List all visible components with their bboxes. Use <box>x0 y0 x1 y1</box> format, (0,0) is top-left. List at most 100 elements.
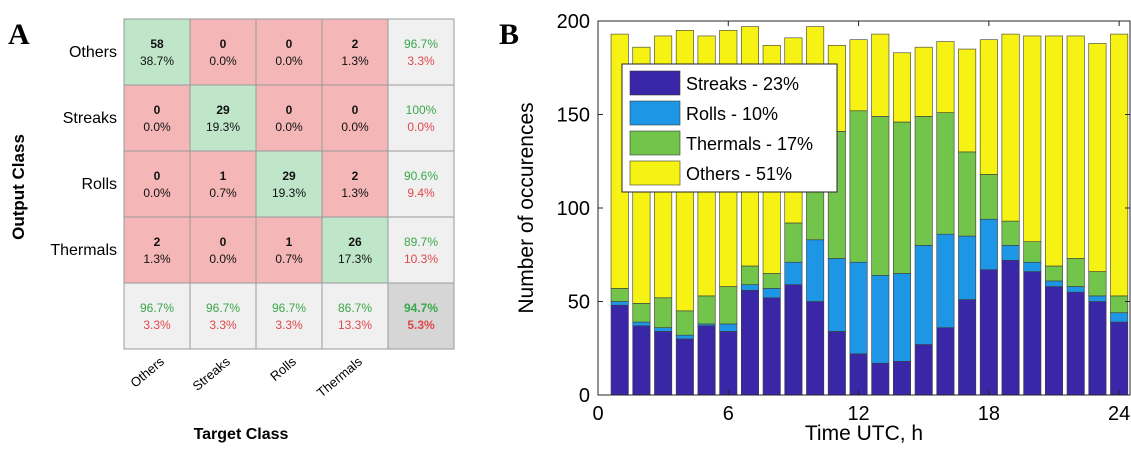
cm-cell-value: 2 <box>154 235 161 249</box>
bar-rolls <box>1023 261 1042 272</box>
target-class-label: Rolls <box>267 353 299 383</box>
legend-entry: Thermals - 17% <box>686 134 813 154</box>
cm-cell-percent: 17.3% <box>338 252 372 266</box>
cm-cell-value: 0 <box>220 37 227 51</box>
output-class-label: Others <box>69 44 117 61</box>
bar-streaks <box>654 331 673 396</box>
bar-rolls <box>719 323 738 332</box>
bar-streaks <box>1088 301 1107 396</box>
y-tick-label: 0 <box>579 385 590 407</box>
bar-others <box>1066 35 1085 259</box>
row-summary-cell-percent: 0.0% <box>407 120 435 134</box>
cm-cell: 0 0.0% <box>321 84 389 152</box>
cm-cell-value: 1 <box>286 235 293 249</box>
target-class-label: Others <box>127 353 167 390</box>
row-summary-cell: 100% 0.0% <box>387 84 455 152</box>
column-summary-cell-bg <box>189 282 257 350</box>
cm-cell-percent: 0.7% <box>209 186 237 200</box>
column-summary-cell-value: 96.7% <box>206 301 240 315</box>
bar-streaks <box>610 304 629 396</box>
bar-streaks <box>806 301 825 396</box>
cm-cell: 1 0.7% <box>189 150 257 218</box>
column-summary-cell: 96.7% 3.3% <box>123 282 191 350</box>
bar-thermals <box>1088 271 1107 297</box>
legend-entry: Streaks - 23% <box>686 74 799 94</box>
bar-thermals <box>914 116 933 246</box>
cm-cell-bg <box>189 18 257 86</box>
bar-streaks <box>827 331 846 396</box>
cm-cell-bg <box>321 216 389 284</box>
column-summary-cell-percent: 3.3% <box>143 318 171 332</box>
row-summary-cell-percent: 10.3% <box>404 252 438 266</box>
bar-others <box>1110 33 1129 297</box>
bar-streaks <box>697 325 716 396</box>
target-class-label: Thermals <box>314 353 366 400</box>
output-class-labels: Others Streaks Rolls Thermals <box>50 44 117 259</box>
confusion-matrix-panel: A 5838.7%00.0%00.0%21.3%96.7%3.3%00.0%29… <box>8 18 455 443</box>
bar-thermals <box>784 222 803 263</box>
cm-cell-bg <box>123 216 191 284</box>
bar-thermals <box>697 295 716 325</box>
y-tick-label: 100 <box>557 198 590 220</box>
column-summary-cell-value: 86.7% <box>338 301 372 315</box>
cm-cell-bg <box>255 150 323 218</box>
bar-rolls <box>914 245 933 345</box>
output-class-label: Rolls <box>81 176 117 193</box>
cm-cell-bg <box>255 18 323 86</box>
bar-thermals <box>936 112 955 235</box>
bar-thermals <box>654 297 673 328</box>
cm-cell-value: 0 <box>220 235 227 249</box>
legend-swatch <box>629 160 681 186</box>
bar-rolls <box>958 235 977 300</box>
bar-streaks <box>1023 271 1042 396</box>
bar-others <box>979 39 998 175</box>
row-summary-cell-bg <box>387 18 455 86</box>
cm-cell: 2 1.3% <box>123 216 191 284</box>
bar-thermals <box>871 116 890 276</box>
bar-thermals <box>958 151 977 237</box>
cm-cell: 29 19.3% <box>255 150 323 218</box>
bar-rolls <box>1110 312 1129 323</box>
cm-cell-percent: 19.3% <box>272 186 306 200</box>
x-tick-label: 18 <box>978 403 1000 425</box>
cm-cell-value: 0 <box>352 103 359 117</box>
overall-accuracy-cell: 94.7% 5.3% <box>387 282 455 350</box>
bar-rolls <box>784 261 803 285</box>
column-summary-cell: 86.7% 13.3% <box>321 282 389 350</box>
bar-rolls <box>893 273 911 362</box>
bar-rolls <box>1066 286 1085 293</box>
bar-streaks <box>958 299 977 396</box>
bar-others <box>893 52 911 123</box>
cm-cell-bg <box>321 150 389 218</box>
cm-cell: 1 0.7% <box>255 216 323 284</box>
bar-streaks <box>719 331 738 396</box>
cm-cell-percent: 1.3% <box>341 54 369 68</box>
cm-cell-percent: 0.0% <box>275 54 303 68</box>
cm-cell-bg <box>123 84 191 152</box>
cm-cell-percent: 0.0% <box>275 120 303 134</box>
column-summary-cell-percent: 13.3% <box>338 318 372 332</box>
bar-streaks <box>936 327 955 396</box>
bar-streaks <box>741 289 759 396</box>
row-summary-cell: 89.7% 10.3% <box>387 216 455 284</box>
bar-streaks <box>1045 286 1063 396</box>
bar-rolls <box>806 239 825 302</box>
overall-accuracy-cell-value: 94.7% <box>404 301 438 315</box>
cm-cell-percent: 0.0% <box>209 252 237 266</box>
cm-cell-value: 0 <box>154 103 161 117</box>
row-summary-cell-value: 89.7% <box>404 235 438 249</box>
cm-cell-bg <box>321 18 389 86</box>
cm-cell: 2 1.3% <box>321 150 389 218</box>
cm-cell-value: 26 <box>348 235 362 249</box>
bar-rolls <box>979 218 998 271</box>
legend-swatch <box>629 70 681 96</box>
cm-cell-percent: 0.7% <box>275 252 303 266</box>
cm-cell: 0 0.0% <box>255 84 323 152</box>
bar-rolls <box>936 233 955 328</box>
axis-ticks: 0 6 12 18 24 0 50 100 150 200 <box>557 11 1131 425</box>
bar-thermals <box>632 303 651 323</box>
cm-cell-percent: 1.3% <box>143 252 171 266</box>
output-class-label: Streaks <box>63 110 117 127</box>
row-summary-cell-bg <box>387 150 455 218</box>
